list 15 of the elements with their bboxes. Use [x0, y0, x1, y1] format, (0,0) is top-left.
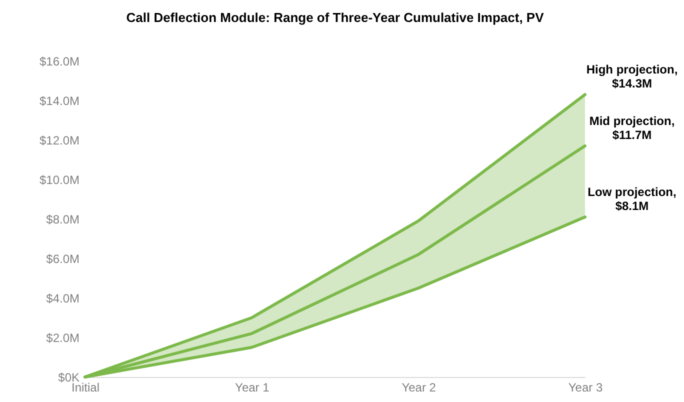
y-tick-label: $14.0M [39, 94, 80, 108]
y-tick-label: $16.0M [39, 54, 80, 68]
annotation: Mid projection, $11.7M [589, 114, 675, 142]
y-tick-label: $10.0M [39, 173, 80, 187]
y-tick-label: $6.0M [46, 252, 80, 266]
x-tick-label: Year 3 [568, 380, 603, 394]
y-tick-label: $8.0M [46, 212, 80, 226]
x-tick-label: Year 1 [235, 380, 270, 394]
y-tick-label: $4.0M [46, 292, 80, 306]
y-tick-label: $12.0M [39, 134, 80, 148]
annotation: High projection, $14.3M [586, 62, 678, 91]
x-tick-label: Year 2 [402, 380, 436, 394]
y-tick-label: $2.0M [46, 331, 80, 345]
chart-title: Call Deflection Module: Range of Three-Year Cumulative Impact, PV [126, 10, 544, 25]
annotation: Low projection, $8.1M [588, 185, 676, 214]
